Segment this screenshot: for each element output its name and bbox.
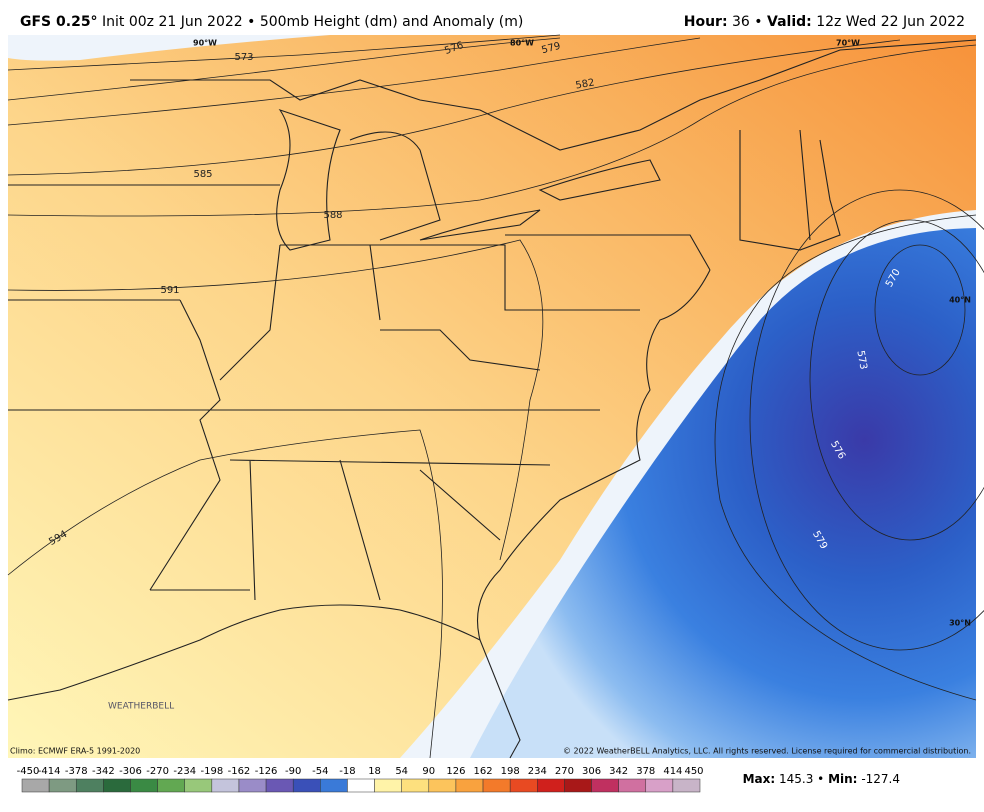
colorbar-segment [238,778,267,793]
valid-label: Valid: [767,14,812,30]
separator: • [754,14,762,30]
colorbar-tick-label: -234 [173,766,196,777]
colorbar-tick-label: -270 [146,766,169,777]
valid: 12z Wed 22 Jun 2022 [816,14,965,30]
max: 145.3 [779,772,813,786]
colorbar-segment [211,778,240,793]
header-left: GFS 0.25° Init 00z 21 Jun 2022 • 500mb H… [20,14,523,30]
colorbar-segment [509,778,538,793]
colorbar-tick-label: -54 [312,766,328,777]
colorbar-segment [618,778,647,793]
colorbar-segment [184,778,213,793]
colorbar-tick-label: -18 [339,766,355,777]
stats: Max: 145.3 • Min: -127.4 [743,772,900,786]
colorbar-tick-label: -378 [65,766,88,777]
header-right: Hour: 36 • Valid: 12z Wed 22 Jun 2022 [684,14,965,30]
map: WEATHERBELL Climo: ECMWF ERA-5 1991-2020… [7,34,984,759]
contour-label: 582 [575,77,596,91]
colorbar-segment [428,778,457,793]
colorbar-tick-label: 378 [636,766,655,777]
max-label: Max: [743,772,776,786]
colorbar-segment [401,778,430,793]
colorbar-segment [455,778,484,793]
colorbar-segment [374,778,402,793]
colorbar-tick-label: 234 [528,766,547,777]
colorbar-tick-label: -414 [38,766,61,777]
colorbar-tick-label: 270 [555,766,574,777]
longitude-label: 80°W [510,39,534,48]
colorbar-segment [265,778,294,793]
height-contours [7,34,984,759]
colorbar-segment [347,778,375,793]
colorbar-segment [672,778,701,793]
colorbar-segment [75,778,104,793]
hour-label: Hour: [684,14,728,30]
colorbar-segment [537,778,565,793]
min-label: Min: [828,772,857,786]
colorbar-tick-label: 126 [446,766,465,777]
contour-label: 585 [193,169,212,180]
description: Init 00z 21 Jun 2022 • 500mb Height (dm)… [102,14,523,30]
colorbar-segment [564,778,592,793]
contour-label: 573 [854,350,868,371]
contour-label: 588 [323,210,342,221]
longitude-label: 70°W [836,39,860,48]
colorbar-segment [130,778,158,793]
contour-label: 579 [540,41,561,57]
colorbar-tick-label: -162 [228,766,251,777]
colorbar-tick-label: -90 [285,766,301,777]
colorbar-tick-label: 450 [684,766,703,777]
cool-top [8,35,330,61]
hour: 36 [732,14,750,30]
colorbar-tick-label: 54 [395,766,408,777]
colorbar-tick-label: -198 [200,766,223,777]
anomaly-low [470,228,976,758]
colorbar-segment [591,778,619,793]
colorbar-tick-label: 90 [422,766,435,777]
separator: • [817,772,824,786]
climo-note: Climo: ECMWF ERA-5 1991-2020 [10,747,140,756]
colorbar-segment [320,778,348,793]
colorbar-tick-label: -342 [92,766,115,777]
colorbar-tick-label: 162 [473,766,492,777]
colorbar-segment [645,778,674,793]
longitude-label: 90°W [193,39,217,48]
colorbar-tick-label: 306 [582,766,601,777]
borders [7,39,977,759]
contour-label: 573 [234,52,253,63]
colorbar-segment [48,778,77,793]
colorbar-segment [292,778,321,793]
colorbar-segment [103,778,131,793]
colorbar-tick-label: 18 [368,766,381,777]
min: -127.4 [861,772,900,786]
copyright: © 2022 WeatherBELL Analytics, LLC. All r… [563,747,971,756]
model: GFS 0.25° [20,14,98,30]
latitude-label: 40°N [949,296,971,305]
colorbar-tick-label: 414 [663,766,682,777]
colorbar-segment [157,778,185,793]
logo: WEATHERBELL [108,702,174,712]
colorbar-tick-label: 342 [609,766,628,777]
colorbar-tick-label: 198 [501,766,520,777]
colorbar-tick-label: -306 [119,766,142,777]
latitude-label: 30°N [949,619,971,628]
colorbar-tick-label: -450 [17,766,40,777]
colorbar-segment [21,778,50,793]
contour-label: 591 [160,285,179,296]
colorbar-segment [482,778,511,793]
colorbar-tick-label: -126 [255,766,278,777]
